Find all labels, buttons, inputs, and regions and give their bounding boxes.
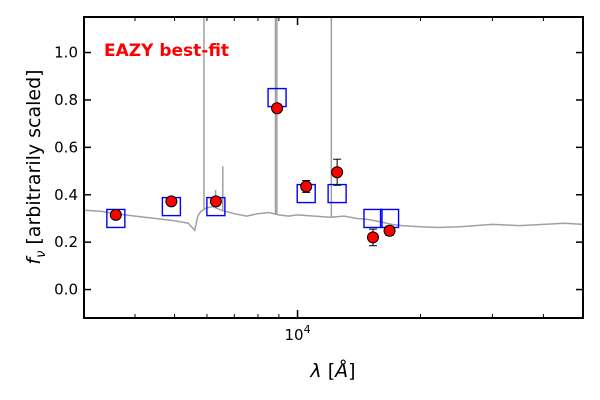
x-tick-label-0: 104 (284, 323, 310, 344)
x-axis-symbol: λ (309, 360, 321, 382)
y-tick-label-3: 0.6 (54, 138, 78, 156)
observed-point-0 (110, 209, 121, 220)
observed-point-3 (272, 103, 283, 114)
axes-layer: 0.0 0.2 0.4 0.6 0.8 1.0 104 (54, 17, 583, 344)
y-tick-label-1: 0.2 (54, 233, 78, 251)
observed-points-layer (110, 103, 395, 246)
annotation-eazy-best-fit: EAZY best-fit (104, 41, 229, 61)
observed-point-1 (166, 196, 177, 207)
observed-point-5 (332, 167, 343, 178)
observed-point-7 (384, 225, 395, 236)
observed-point-6 (367, 232, 378, 243)
x-axis-bracket-close: ] (348, 360, 355, 382)
observed-point-2 (210, 196, 221, 207)
y-axis-label: fν[arbitrarily scaled] (23, 69, 49, 264)
y-tick-label-5: 1.0 (54, 44, 78, 62)
y-tick-label-0: 0.0 (54, 281, 78, 299)
x-axis-unit: Å (333, 359, 348, 382)
y-tick-label-2: 0.4 (54, 186, 78, 204)
y-tick-label-4: 0.8 (54, 91, 78, 109)
x-axis-bracket-open: [ (328, 360, 335, 382)
model-point-6 (364, 209, 382, 227)
sed-continuum (84, 207, 583, 231)
x-axis-label: λ [Å] (309, 359, 355, 382)
y-axis-subscript: ν (34, 251, 49, 258)
model-points-layer (107, 89, 399, 228)
observed-point-4 (301, 181, 312, 192)
y-axis-text: [arbitrarily scaled] (23, 69, 45, 244)
